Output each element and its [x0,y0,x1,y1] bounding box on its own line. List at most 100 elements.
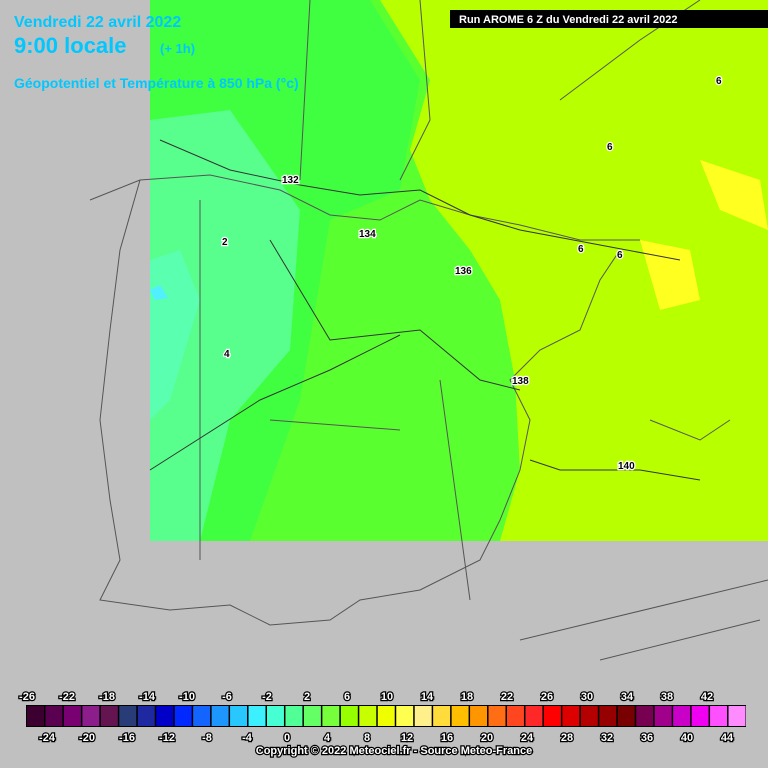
scale-swatch [396,706,414,726]
scale-swatch [433,706,451,726]
run-info: Run AROME 6 Z du Vendredi 22 avril 2022 [459,14,677,26]
contour-label: 6 [607,142,613,153]
contour-label: 138 [512,376,529,387]
scale-swatch [322,706,340,726]
scale-label-top: 26 [541,691,553,703]
scale-label-bottom: 40 [681,732,693,744]
scale-swatch [691,706,709,726]
scale-swatch [728,706,746,726]
scale-label-bottom: 4 [324,732,331,744]
scale-label-bottom: -20 [79,732,95,744]
contour-label: 2 [222,237,228,248]
scale-swatch [599,706,617,726]
scale-label-bottom: 36 [641,732,653,744]
contour-label: 136 [455,266,472,277]
scale-label-bottom: -8 [202,732,212,744]
header-lead: (+ 1h) [160,41,195,56]
scale-swatch [414,706,432,726]
scale-swatch [303,706,321,726]
scale-swatch [377,706,395,726]
scale-label-top: 34 [621,691,634,703]
scale-swatch [137,706,155,726]
scale-label-bottom: 12 [401,732,413,744]
contour-label: 140 [618,461,635,472]
scale-swatch [267,706,284,726]
isolines [149,139,701,481]
scale-swatch [27,706,44,726]
scale-label-top: -2 [262,691,272,703]
scale-swatch [617,706,635,726]
contour-labels: 132 134 136 138 140 2 4 6 6 6 6 [221,75,724,474]
scale-label-bottom: 28 [561,732,573,744]
scale-label-top: -26 [19,691,35,703]
scale-swatch [174,706,192,726]
scale-label-top: 6 [344,691,350,703]
scale-label-bottom: 32 [601,732,613,744]
scale-label-bottom: -16 [119,732,135,744]
scale-swatch [710,706,728,726]
contour-label: 6 [617,250,623,261]
header-date: Vendredi 22 avril 2022 [14,14,181,31]
scale-label-bottom: 24 [521,732,534,744]
scale-swatch [82,706,100,726]
scale-swatch [230,706,248,726]
contour-label: 134 [359,229,376,240]
scale-label-top: -22 [59,691,75,703]
scale-swatch [654,706,672,726]
scale-swatch [156,706,174,726]
scale-label-top: 22 [501,691,513,703]
copyright: Copyright © 2022 Meteociel.fr - Source M… [256,745,532,757]
scale-swatch [63,706,81,726]
scale-label-top: 18 [461,691,473,703]
scale-label-top: -18 [99,691,115,703]
contour-label: 132 [282,175,299,186]
cold-spot [150,285,168,300]
scale-swatch [451,706,469,726]
scale-swatch [359,706,377,726]
scale-label-top: 10 [381,691,393,703]
scale-swatch [45,706,63,726]
scale-label-top: 42 [701,691,713,703]
cool-area [150,110,300,541]
scale-swatch [580,706,598,726]
scale-label-bottom: 16 [441,732,453,744]
scale-swatch [340,706,358,726]
scale-swatch [119,706,137,726]
scale-label-top: 30 [581,691,593,703]
header-field: Géopotentiel et Température à 850 hPa (°… [14,75,299,91]
scale-swatch [562,706,580,726]
scale-label-bottom: 20 [481,732,493,744]
scale-swatch [100,706,118,726]
scale-swatch [488,706,506,726]
scale-label-top: 14 [421,691,434,703]
header-time: 9:00 locale [14,33,127,58]
contour-label: 6 [578,244,584,255]
contour-label: 4 [224,349,230,360]
scale-label-bottom: 0 [284,732,290,744]
scale-swatch [673,706,691,726]
scale-swatch [211,706,229,726]
scale-label-top: -10 [179,691,195,703]
scale-swatch [507,706,524,726]
borders [199,0,768,661]
color-scale: -26 -22 -18 -14 -10 -6 -2 2 6 10 14 18 22 26 30 34 38 42-… [18,690,746,745]
scale-label-top: -14 [139,691,156,703]
scale-swatch [636,706,654,726]
scale-label-top: 38 [661,691,673,703]
warm-area [640,160,768,310]
scale-swatch [248,706,266,726]
scale-swatch [470,706,488,726]
scale-swatch [193,706,211,726]
scale-label-bottom: -4 [242,732,253,744]
scale-swatch [543,706,561,726]
scale-label-bottom: 44 [721,732,734,744]
contour-label: 6 [716,76,722,87]
coastline [89,174,640,626]
scale-label-bottom: 8 [364,732,370,744]
scale-label-bottom: -24 [39,732,56,744]
scale-swatch [285,706,303,726]
run-banner [450,10,768,28]
scale-label-top: -6 [222,691,232,703]
scale-label-bottom: -12 [159,732,175,744]
